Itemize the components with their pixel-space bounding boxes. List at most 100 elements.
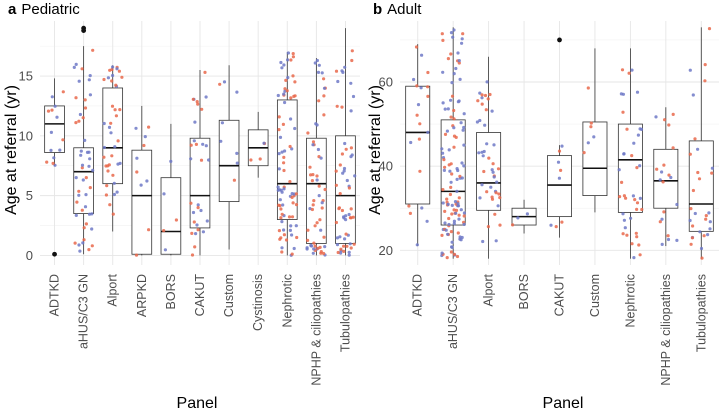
- data-point: [142, 143, 146, 148]
- panel-b-points: [407, 27, 715, 260]
- y-tick-label: 60: [379, 75, 393, 90]
- data-point: [338, 192, 342, 196]
- data-point: [586, 86, 590, 90]
- data-point: [418, 122, 422, 126]
- data-point: [634, 231, 638, 235]
- data-point: [638, 196, 643, 200]
- data-point: [416, 103, 421, 107]
- data-point: [338, 163, 342, 167]
- data-point: [452, 28, 456, 32]
- data-point: [492, 143, 496, 147]
- data-point: [441, 38, 445, 43]
- panel-a-letter: a: [8, 1, 17, 18]
- data-point: [320, 206, 324, 210]
- data-point: [196, 206, 200, 210]
- data-point: [347, 186, 351, 190]
- panel-b-boxes: [405, 27, 714, 259]
- data-point: [258, 157, 262, 161]
- data-point: [313, 224, 317, 228]
- data-point: [635, 207, 639, 211]
- data-point: [88, 93, 92, 97]
- data-point: [630, 242, 634, 246]
- data-point: [483, 123, 487, 127]
- panel-a-x-ticks: ADTKD aHUS/C3 GN Alport ARPKD BORS CAKUT Custo…: [48, 273, 353, 385]
- data-point: [90, 244, 94, 248]
- data-point: [638, 164, 642, 168]
- data-point: [309, 243, 313, 247]
- data-point: [414, 45, 419, 49]
- box-alport: [102, 65, 124, 232]
- data-point: [660, 242, 664, 246]
- data-point: [554, 225, 558, 229]
- x-tick-label: ADTKD: [411, 274, 425, 316]
- data-point: [169, 159, 173, 163]
- data-point: [707, 27, 712, 31]
- data-point: [347, 253, 351, 257]
- data-point: [446, 107, 450, 111]
- data-point: [191, 97, 195, 101]
- data-point: [82, 226, 86, 230]
- data-point: [447, 222, 451, 227]
- data-point: [710, 166, 715, 170]
- data-point: [281, 122, 285, 126]
- data-point: [315, 178, 319, 182]
- data-point: [620, 180, 624, 184]
- data-point: [190, 253, 195, 257]
- data-point: [450, 81, 454, 85]
- box-nephrotic: [617, 48, 643, 259]
- data-point: [452, 222, 456, 226]
- data-point: [442, 158, 446, 162]
- data-point: [449, 180, 453, 184]
- data-point: [350, 49, 354, 53]
- data-point: [640, 207, 644, 212]
- data-point: [74, 176, 78, 180]
- data-point: [658, 220, 662, 224]
- data-point: [311, 140, 316, 144]
- box-nphp-ciliopathies: [653, 107, 679, 247]
- data-point: [455, 189, 459, 193]
- data-point: [480, 102, 484, 106]
- data-point: [457, 213, 461, 217]
- data-point: [290, 147, 294, 151]
- data-point: [289, 117, 293, 121]
- data-point: [293, 80, 297, 84]
- data-point: [454, 135, 458, 139]
- data-point: [81, 116, 85, 120]
- data-point: [278, 237, 282, 241]
- data-point: [671, 112, 675, 116]
- data-point: [487, 156, 491, 160]
- data-point: [282, 187, 286, 191]
- data-point: [457, 196, 461, 200]
- data-point: [344, 218, 348, 222]
- data-point: [707, 211, 711, 215]
- x-tick-label: aHUS/C3 GN: [446, 274, 460, 349]
- box-arpkd: [131, 105, 153, 256]
- data-point: [322, 251, 326, 256]
- data-point: [457, 61, 461, 65]
- data-point: [440, 147, 444, 151]
- data-point: [222, 80, 227, 84]
- data-point: [408, 211, 412, 215]
- data-point: [462, 112, 466, 116]
- data-point: [407, 204, 411, 208]
- data-point: [190, 231, 194, 235]
- box-cakut: [189, 70, 211, 256]
- data-point: [319, 156, 323, 160]
- data-point: [669, 175, 673, 180]
- data-point: [340, 105, 344, 109]
- data-point: [415, 84, 419, 88]
- data-point: [88, 157, 92, 161]
- data-point: [708, 220, 712, 224]
- data-point: [623, 226, 627, 230]
- data-point: [290, 252, 294, 256]
- data-point: [560, 220, 564, 224]
- data-point: [450, 203, 454, 207]
- data-point: [235, 151, 239, 155]
- data-point: [279, 207, 283, 211]
- iqr-box: [582, 121, 608, 196]
- data-point: [201, 230, 205, 234]
- data-point: [443, 165, 447, 169]
- data-point: [480, 96, 484, 100]
- data-point: [283, 149, 287, 153]
- data-point: [484, 108, 488, 112]
